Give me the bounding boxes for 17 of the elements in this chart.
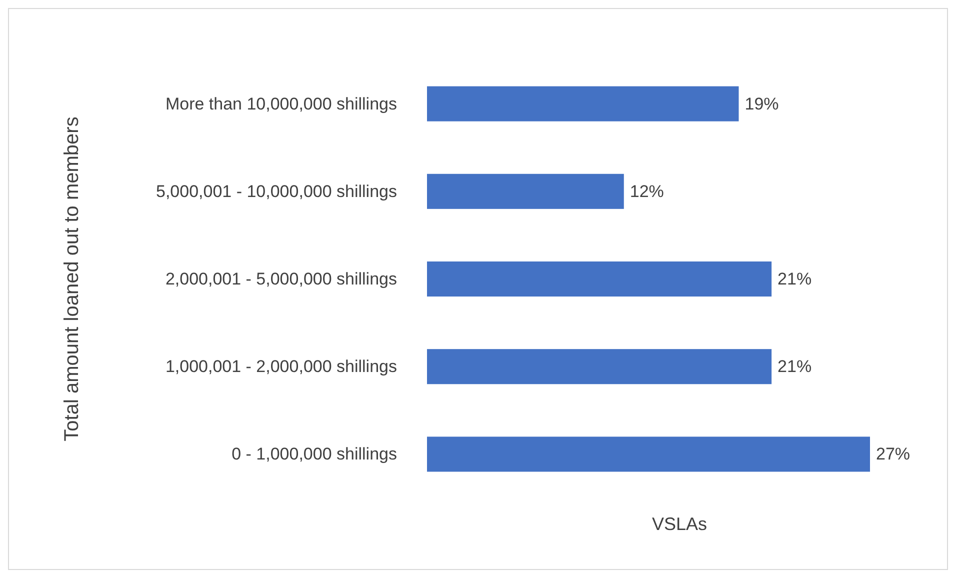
bar [427, 174, 624, 209]
y-axis-title: Total amount loaned out to members [61, 116, 83, 442]
y-tick-label: 5,000,001 - 10,000,000 shillings [156, 182, 397, 201]
bar [427, 436, 870, 472]
bar [427, 261, 772, 297]
y-tick-label: 1,000,001 - 2,000,000 shillings [165, 357, 397, 376]
bar [427, 86, 739, 122]
data-label: 19% [744, 94, 779, 114]
bar [427, 349, 772, 384]
data-label: 21% [778, 357, 812, 376]
data-label: 27% [876, 444, 910, 464]
y-tick-label: 2,000,001 - 5,000,000 shillings [165, 270, 397, 288]
data-label: 12% [630, 182, 664, 201]
y-tick-label: 0 - 1,000,000 shillings [232, 444, 397, 464]
x-axis-title: VSLAs [652, 514, 708, 534]
data-label: 21% [778, 270, 812, 288]
y-tick-label: More than 10,000,000 shillings [165, 94, 397, 114]
